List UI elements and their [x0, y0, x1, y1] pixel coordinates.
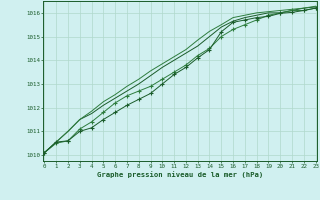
- X-axis label: Graphe pression niveau de la mer (hPa): Graphe pression niveau de la mer (hPa): [97, 172, 263, 178]
